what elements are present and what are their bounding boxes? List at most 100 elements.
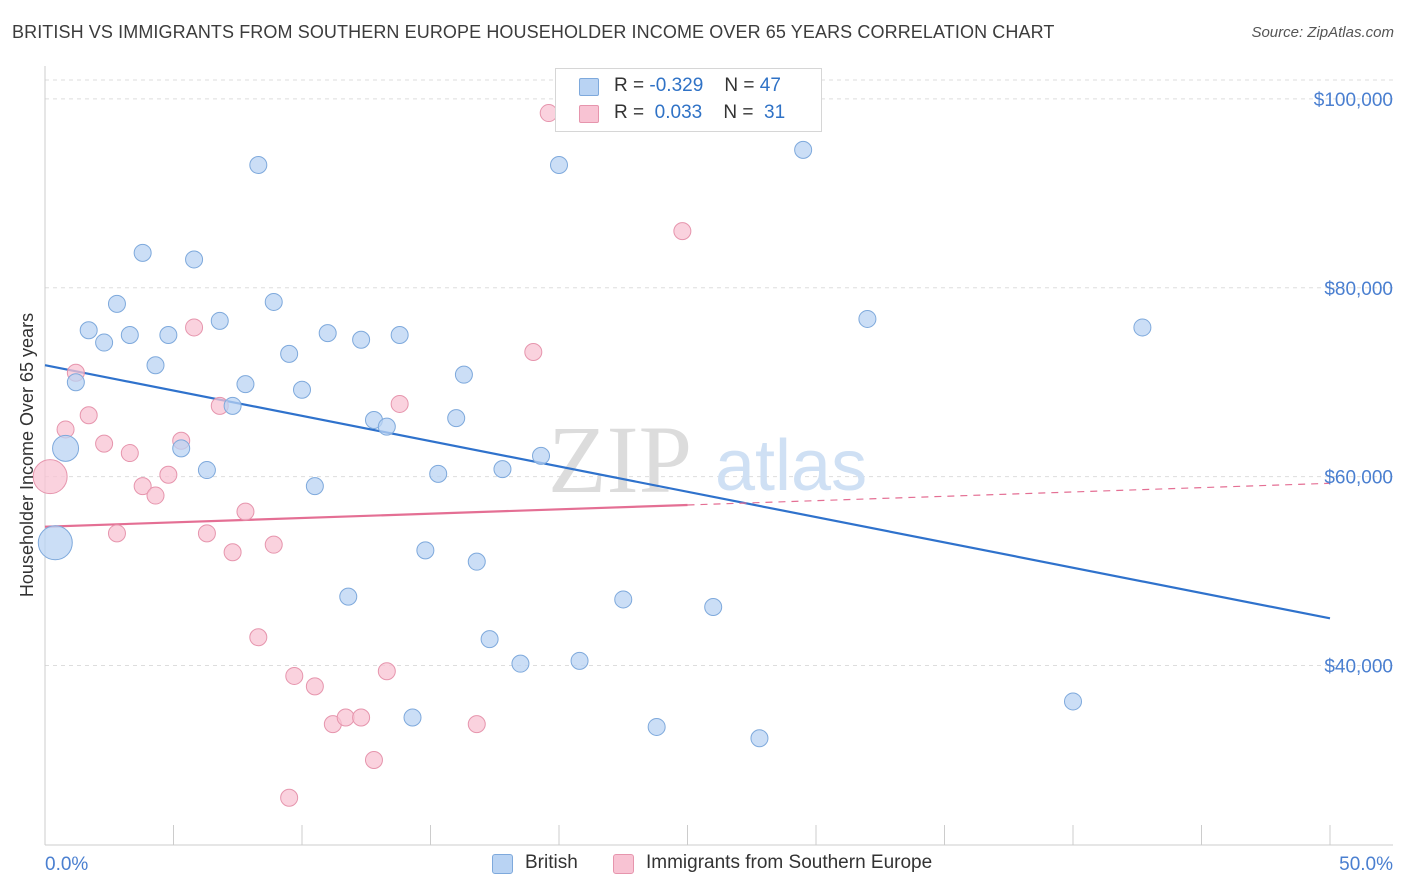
british-point xyxy=(339,587,358,606)
immigrants-legend-label: Immigrants from Southern Europe xyxy=(646,852,933,873)
immigrants-point xyxy=(364,751,383,769)
british-point xyxy=(416,541,435,560)
british-point xyxy=(1133,318,1152,337)
british-point xyxy=(429,464,448,483)
immigrants-n-value: 31 xyxy=(764,102,786,123)
british-point xyxy=(159,326,178,344)
immigrants-point xyxy=(264,535,283,554)
british-point xyxy=(37,525,73,561)
british-point xyxy=(52,434,80,462)
immigrants-point xyxy=(285,666,304,685)
british-point xyxy=(511,654,530,673)
british-point xyxy=(352,330,371,349)
immigrants-point xyxy=(336,708,355,727)
british-point xyxy=(293,380,311,399)
immigrants-point xyxy=(352,708,371,727)
british-point xyxy=(197,461,216,480)
axes xyxy=(44,66,1393,846)
immigrants-point xyxy=(95,434,114,453)
immigrants-point xyxy=(377,662,396,681)
british-point xyxy=(79,321,98,340)
y-tick-label: $80,000 xyxy=(1324,279,1393,300)
immigrants-trend-line xyxy=(687,482,1331,506)
immigrants-r-label: R = xyxy=(614,102,645,123)
immigrants-legend-swatch xyxy=(613,854,634,874)
british-point xyxy=(532,446,551,465)
british-point xyxy=(236,375,255,394)
immigrants-point xyxy=(305,677,324,696)
british-point xyxy=(66,373,85,392)
trend-lines xyxy=(44,364,1331,620)
british-point xyxy=(305,477,324,496)
watermark-zip: ZIP xyxy=(548,406,692,513)
british-point xyxy=(280,344,299,363)
british-point xyxy=(493,460,512,479)
chart-title: BRITISH VS IMMIGRANTS FROM SOUTHERN EURO… xyxy=(12,22,1055,42)
british-point xyxy=(146,356,165,375)
british-point xyxy=(318,324,337,343)
immigrants-r-value: 0.033 xyxy=(654,102,703,123)
british-point xyxy=(377,417,396,436)
british-point xyxy=(120,326,139,344)
axis-labels: $40,000 $60,000 $80,000 $100,000 0.0% 50.0% Ho… xyxy=(17,90,1393,875)
immigrants-point xyxy=(524,343,543,361)
british-point xyxy=(467,552,486,571)
immigrants-n-label: N = xyxy=(723,102,754,123)
british-point xyxy=(390,326,409,344)
british-point xyxy=(264,292,283,311)
british-point xyxy=(647,717,666,736)
british-trend-line xyxy=(44,364,1331,620)
immigrants-swatch xyxy=(579,105,599,123)
immigrants-point xyxy=(120,444,139,463)
immigrants-point xyxy=(197,524,216,543)
watermark-atlas: atlas xyxy=(715,426,867,506)
immigrants-point xyxy=(390,394,409,413)
y-tick-label: $60,000 xyxy=(1324,468,1393,489)
british-n-value: 47 xyxy=(759,75,781,96)
immigrants-point xyxy=(467,715,486,734)
immigrants-point xyxy=(79,406,98,425)
y-tick-label: $100,000 xyxy=(1314,90,1393,111)
immigrants-point xyxy=(673,222,692,241)
x-tick-label: 50.0% xyxy=(1339,854,1393,875)
x-tick-label: 0.0% xyxy=(45,854,88,875)
immigrants-point xyxy=(159,465,178,484)
british-n-label: N = xyxy=(724,75,755,96)
immigrants-point xyxy=(133,477,152,496)
british-r-label: R = xyxy=(614,75,645,96)
british-swatch xyxy=(579,78,599,96)
british-point xyxy=(704,598,723,616)
british-point xyxy=(185,250,204,269)
british-point xyxy=(480,630,499,649)
british-legend-swatch xyxy=(492,854,513,874)
correlation-legend: R = -0.329 N = 47 R = 0.033 N = 31 xyxy=(555,68,822,132)
british-point xyxy=(210,311,229,330)
british-point xyxy=(95,333,114,352)
british-point xyxy=(1064,692,1082,711)
gridlines xyxy=(45,79,1393,667)
british-point xyxy=(172,439,191,458)
british-r-value: -0.329 xyxy=(649,75,704,96)
british-point xyxy=(133,243,152,262)
british-point xyxy=(794,140,813,159)
immigrants-point xyxy=(146,486,165,505)
british-legend-label: British xyxy=(525,852,578,873)
british-point xyxy=(550,156,568,174)
british-point xyxy=(447,409,466,428)
british-point xyxy=(223,396,242,415)
immigrants-point xyxy=(32,459,68,495)
y-tick-label: $40,000 xyxy=(1324,657,1393,678)
british-point xyxy=(107,294,126,313)
british-point xyxy=(249,156,268,174)
immigrants-point xyxy=(249,628,268,647)
watermark: ZIP atlas xyxy=(548,406,867,513)
british-point xyxy=(403,708,422,727)
british-point xyxy=(570,651,589,670)
british-point xyxy=(858,309,877,328)
immigrants-point xyxy=(236,502,255,521)
british-point xyxy=(614,590,633,609)
immigrants-point xyxy=(223,543,242,562)
immigrants-point xyxy=(185,318,204,337)
immigrants-point xyxy=(107,524,126,543)
